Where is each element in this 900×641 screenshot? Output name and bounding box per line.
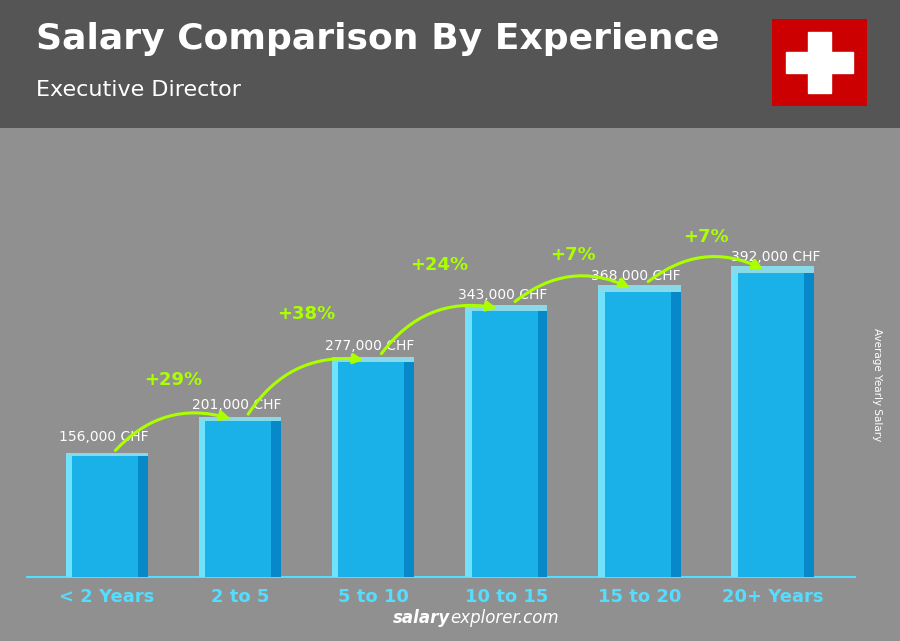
Bar: [598, 292, 605, 577]
Text: Salary Comparison By Experience: Salary Comparison By Experience: [36, 22, 719, 56]
Bar: [272, 421, 282, 577]
Text: +7%: +7%: [550, 246, 596, 264]
Bar: [199, 421, 282, 577]
Text: Average Yearly Salary: Average Yearly Salary: [872, 328, 883, 441]
Text: +38%: +38%: [277, 305, 336, 323]
Bar: [731, 273, 738, 577]
Text: 343,000 CHF: 343,000 CHF: [458, 288, 548, 302]
Text: +7%: +7%: [683, 228, 729, 246]
Bar: [332, 362, 338, 577]
Text: +29%: +29%: [144, 371, 202, 389]
Bar: [804, 273, 814, 577]
Bar: [199, 421, 205, 577]
Bar: [598, 292, 680, 577]
Bar: [66, 456, 72, 577]
Bar: [332, 362, 414, 577]
Bar: [598, 285, 680, 292]
Bar: [199, 417, 282, 421]
Text: 201,000 CHF: 201,000 CHF: [192, 398, 282, 412]
Text: 368,000 CHF: 368,000 CHF: [591, 269, 681, 283]
Text: 392,000 CHF: 392,000 CHF: [731, 250, 821, 264]
Text: +24%: +24%: [410, 256, 469, 274]
Bar: [66, 453, 148, 456]
Bar: [787, 52, 852, 73]
Bar: [465, 312, 472, 577]
Bar: [465, 304, 547, 312]
Bar: [465, 312, 547, 577]
Bar: [670, 292, 680, 577]
Bar: [731, 265, 814, 273]
Bar: [537, 312, 547, 577]
Bar: [139, 456, 148, 577]
Bar: [808, 32, 831, 93]
Bar: [66, 456, 148, 577]
Bar: [332, 357, 414, 362]
Text: 156,000 CHF: 156,000 CHF: [58, 431, 148, 444]
Text: Executive Director: Executive Director: [36, 80, 241, 100]
Text: explorer.com: explorer.com: [450, 609, 559, 627]
Text: 277,000 CHF: 277,000 CHF: [325, 339, 415, 353]
Text: salary: salary: [392, 609, 450, 627]
Bar: [404, 362, 414, 577]
Bar: [731, 273, 814, 577]
